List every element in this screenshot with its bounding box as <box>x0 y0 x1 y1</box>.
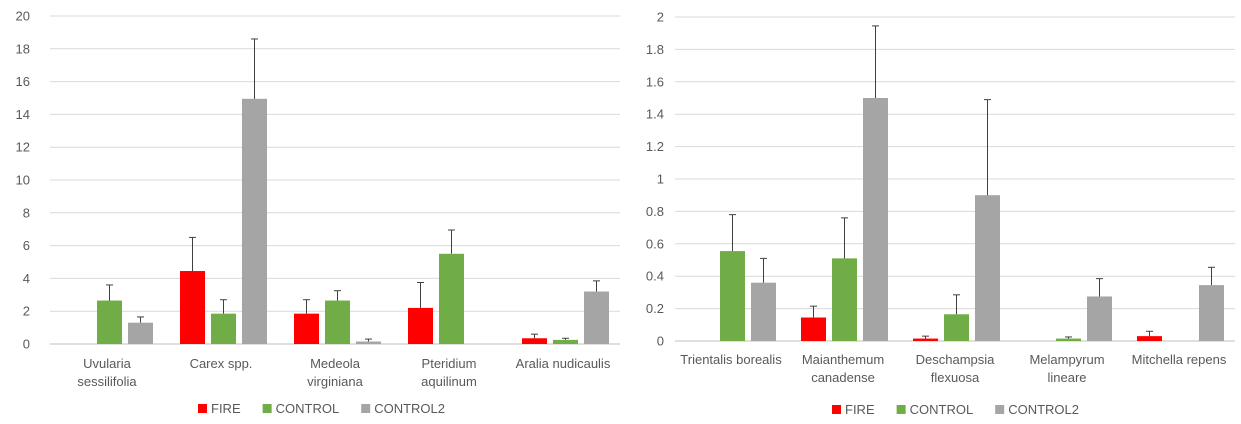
y-tick-label: 8 <box>23 205 30 220</box>
bar-control-3 <box>325 300 350 344</box>
y-tick-label: 4 <box>23 271 30 286</box>
bar-control-4 <box>439 253 464 344</box>
category-label: sessilifolia <box>77 374 137 389</box>
bar-control2-2 <box>863 98 888 341</box>
bar-fire-5 <box>522 338 547 344</box>
y-tick-label: 1 <box>657 172 664 187</box>
y-tick-label: 10 <box>16 173 30 188</box>
y-tick-label: 1.2 <box>646 139 664 154</box>
legend-swatch-control <box>262 404 272 413</box>
legend-label-control2: CONTROL2 <box>374 401 445 416</box>
legend-swatch-control2 <box>995 405 1005 414</box>
category-label: Pteridium <box>422 356 477 371</box>
category-label: virginiana <box>307 374 363 389</box>
category-label: Melampyrum <box>1029 352 1104 367</box>
bar-fire-3 <box>294 313 319 344</box>
y-tick-label: 0.6 <box>646 236 664 251</box>
category-label: Medeola <box>310 356 361 371</box>
y-tick-label: 0 <box>657 334 664 349</box>
bar-control2-1 <box>751 282 776 341</box>
bar-fire-3 <box>913 338 938 341</box>
bar-fire-2 <box>180 271 205 344</box>
bar-control2-4 <box>1087 296 1112 341</box>
legend-swatch-control2 <box>361 404 371 413</box>
y-tick-label: 1.4 <box>646 107 664 122</box>
legend-swatch-fire <box>198 404 207 413</box>
bar-control-2 <box>832 258 857 341</box>
y-tick-label: 0 <box>23 337 30 352</box>
y-tick-label: 6 <box>23 238 30 253</box>
y-tick-label: 20 <box>16 9 30 24</box>
bar-fire-5 <box>1137 336 1162 341</box>
y-tick-label: 0.8 <box>646 204 664 219</box>
legend-swatch-control <box>896 405 906 414</box>
bar-fire-4 <box>408 307 433 344</box>
category-label: Mitchella repens <box>1132 352 1227 367</box>
category-label: Trientalis borealis <box>680 352 782 367</box>
legend-label-control: CONTROL <box>276 401 340 416</box>
bar-control2-3 <box>356 341 381 344</box>
y-tick-label: 18 <box>16 41 30 56</box>
bar-control2-5 <box>1199 285 1224 341</box>
y-tick-label: 2 <box>23 304 30 319</box>
chart-left: 0 2 4 6 8 10 12 14 16 18 20 Uvularia sessilifolia Car… <box>16 9 620 416</box>
legend-label-fire: FIRE <box>211 401 241 416</box>
category-label: Carex spp. <box>190 356 253 371</box>
bar-control-5 <box>553 339 578 344</box>
category-label: Maianthemum <box>802 352 884 367</box>
y-tick-label: 16 <box>16 74 30 89</box>
chart-right: 0 0.2 0.4 0.6 0.8 1 1.2 1.4 1.6 1.8 2 Trientalis bo… <box>646 10 1235 417</box>
y-tick-label: 12 <box>16 140 30 155</box>
legend-label-fire: FIRE <box>845 402 875 417</box>
bar-control-3 <box>944 314 969 341</box>
category-label: flexuosa <box>931 370 980 385</box>
category-label: Deschampsia <box>916 352 996 367</box>
y-tick-label: 1.6 <box>646 74 664 89</box>
bar-fire-2 <box>801 317 826 341</box>
bar-control-2 <box>211 313 236 344</box>
bar-control-4 <box>1056 338 1081 341</box>
category-label: lineare <box>1047 370 1086 385</box>
bar-control2-5 <box>584 291 609 344</box>
y-tick-label: 14 <box>16 107 30 122</box>
category-label: Aralia nudicaulis <box>516 356 611 371</box>
legend-swatch-fire <box>832 405 841 414</box>
bar-control2-2 <box>242 98 267 344</box>
bar-control2-1 <box>128 322 153 344</box>
category-label: canadense <box>811 370 875 385</box>
category-label: aquilinum <box>421 374 477 389</box>
legend-label-control: CONTROL <box>910 402 974 417</box>
y-tick-label: 1.8 <box>646 42 664 57</box>
legend-label-control2: CONTROL2 <box>1008 402 1079 417</box>
bar-control-1 <box>97 300 122 344</box>
y-tick-label: 0.2 <box>646 301 664 316</box>
y-tick-label: 2 <box>657 10 664 25</box>
bar-control2-3 <box>975 195 1000 341</box>
category-label: Uvularia <box>83 356 131 371</box>
y-tick-label: 0.4 <box>646 269 664 284</box>
bar-control-1 <box>720 251 745 341</box>
